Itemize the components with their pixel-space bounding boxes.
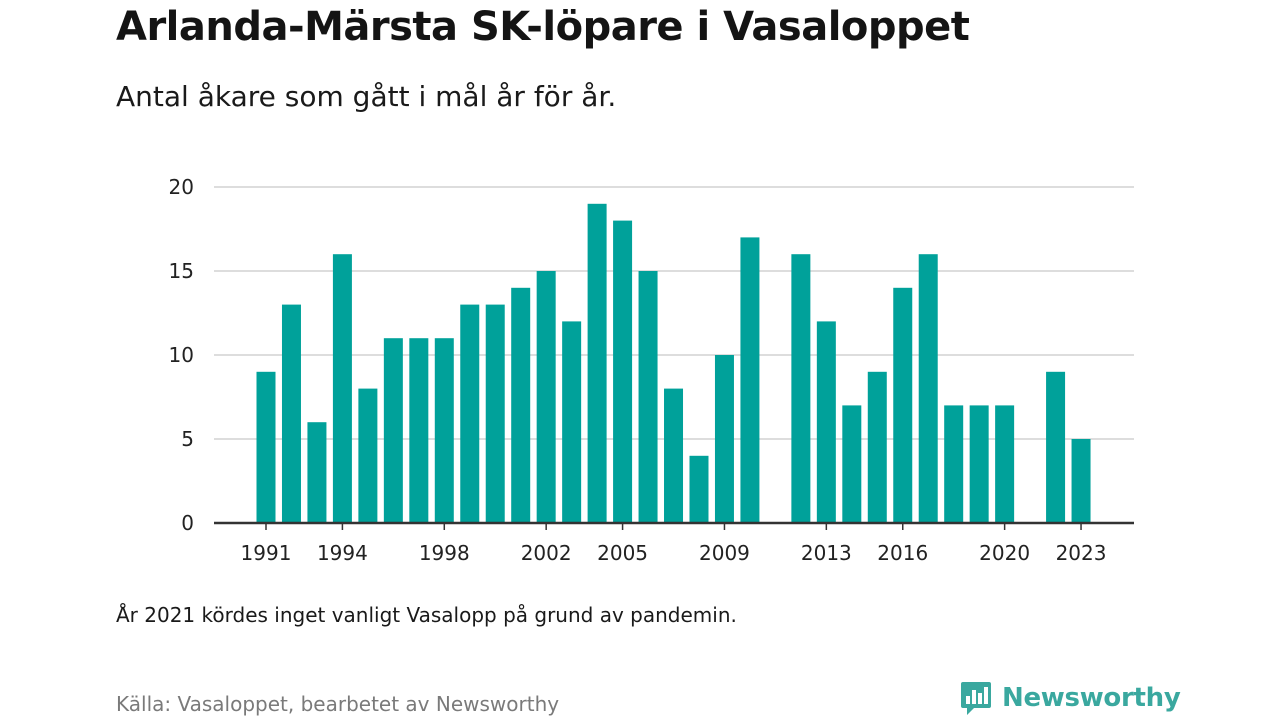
y-tick-label: 10 (169, 343, 194, 367)
bar-2005 (613, 220, 633, 523)
bar-2010 (740, 237, 760, 523)
bar-1997 (409, 338, 429, 523)
bar-1998 (434, 338, 454, 523)
y-axis-tick-labels: 0 5 10 15 20 (169, 175, 194, 535)
brand-logo: Newsworthy (960, 680, 1181, 716)
bar-2002 (536, 271, 556, 523)
bar-2015 (867, 371, 887, 523)
bar-chart: 0 5 10 15 20 1991 1994 1998 2002 2005 2009 2013 201… (169, 175, 1134, 565)
x-tick-label: 1991 (241, 541, 292, 565)
bar-2018 (944, 405, 964, 523)
x-tick-label: 2020 (979, 541, 1030, 565)
bar-2007 (664, 388, 684, 523)
newsworthy-logo-icon (961, 682, 991, 715)
bar-2008 (689, 455, 709, 523)
bar-2020 (995, 405, 1015, 523)
y-tick-label: 20 (169, 175, 194, 199)
bar-2014 (842, 405, 862, 523)
x-tick-label: 2005 (597, 541, 648, 565)
x-tick-label: 2016 (877, 541, 928, 565)
brand-name: Newsworthy (1002, 683, 1181, 713)
source-credit: Källa: Vasaloppet, bearbetet av Newswort… (116, 692, 560, 716)
y-tick-label: 0 (181, 511, 194, 535)
bar-2001 (511, 287, 531, 523)
bar-1992 (281, 304, 301, 523)
x-tick-label: 2013 (801, 541, 852, 565)
x-tick-label: 2002 (521, 541, 572, 565)
x-tick-label: 1994 (317, 541, 368, 565)
bars (256, 203, 1091, 524)
bar-2004 (587, 203, 607, 524)
x-tick-label: 2009 (699, 541, 750, 565)
bar-1996 (383, 338, 403, 523)
x-axis (214, 521, 1134, 530)
bar-1995 (358, 388, 378, 523)
chart-subtitle: Antal åkare som gått i mål år för år. (116, 80, 617, 113)
bar-2012 (791, 254, 811, 523)
x-tick-label: 2023 (1056, 541, 1107, 565)
bar-2000 (485, 304, 505, 523)
bar-1994 (332, 254, 352, 523)
bar-2009 (714, 355, 734, 523)
bar-2022 (1046, 371, 1066, 523)
y-tick-label: 5 (181, 427, 194, 451)
bar-2013 (816, 321, 836, 523)
bar-2006 (638, 271, 658, 523)
bar-2016 (893, 287, 913, 523)
bar-2017 (918, 254, 938, 523)
footnote: År 2021 kördes inget vanligt Vasalopp på… (116, 603, 737, 627)
bar-2023 (1071, 439, 1091, 523)
x-tick-label: 1998 (419, 541, 470, 565)
bar-2019 (969, 405, 989, 523)
y-tick-label: 15 (169, 259, 194, 283)
bar-1999 (460, 304, 480, 523)
chart-title: Arlanda-Märsta SK-löpare i Vasaloppet (116, 4, 970, 50)
x-axis-tick-labels: 1991 1994 1998 2002 2005 2009 2013 2016 2020 2023 (241, 541, 1107, 565)
bar-2003 (562, 321, 582, 523)
bar-1993 (307, 422, 327, 523)
bar-1991 (256, 371, 276, 523)
